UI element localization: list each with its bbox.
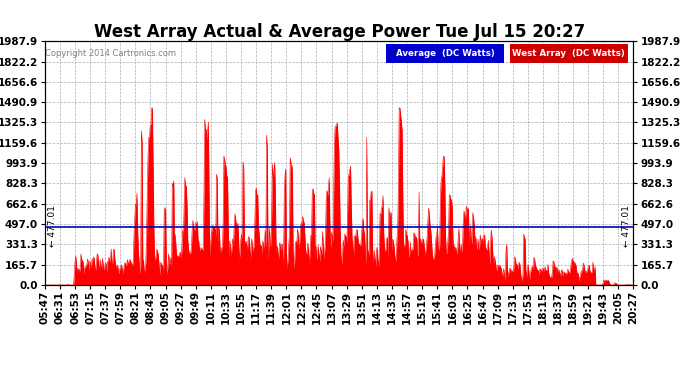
Text: Copyright 2014 Cartronics.com: Copyright 2014 Cartronics.com — [46, 49, 177, 58]
Text: ← 477.01: ← 477.01 — [622, 206, 631, 248]
Text: West Array  (DC Watts): West Array (DC Watts) — [512, 49, 625, 58]
Text: ← 477.01: ← 477.01 — [48, 206, 57, 248]
FancyBboxPatch shape — [386, 44, 504, 63]
FancyBboxPatch shape — [510, 44, 627, 63]
Text: Average  (DC Watts): Average (DC Watts) — [395, 49, 495, 58]
Title: West Array Actual & Average Power Tue Jul 15 20:27: West Array Actual & Average Power Tue Ju… — [94, 23, 584, 41]
